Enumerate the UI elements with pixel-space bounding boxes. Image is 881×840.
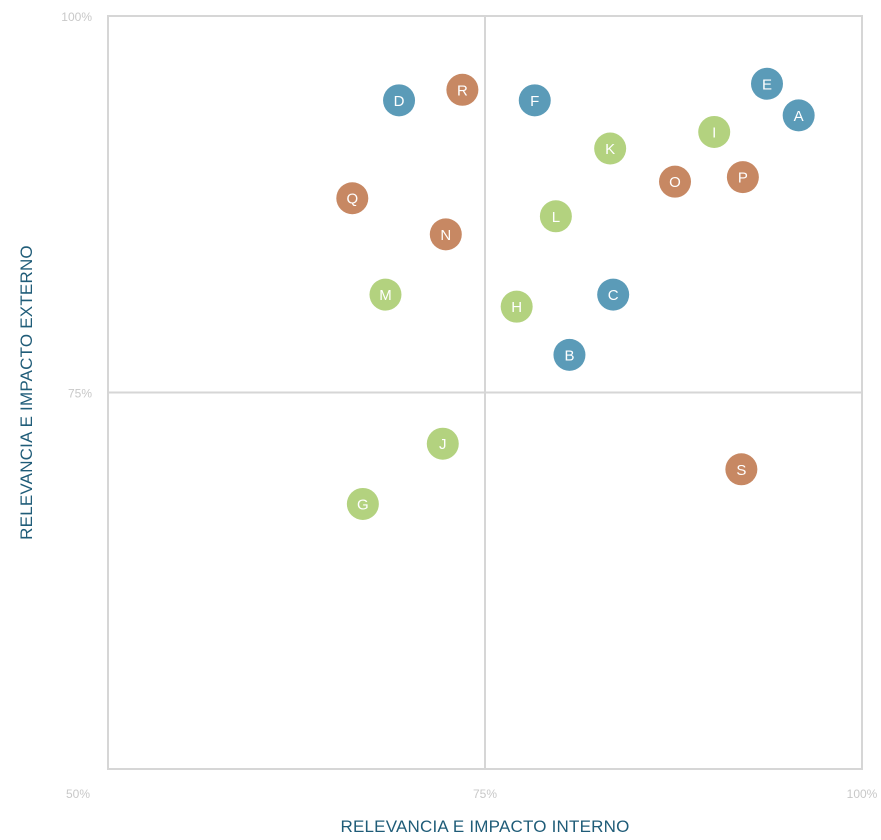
y-axis-title: RELEVANCIA E IMPACTO EXTERNO [17,245,36,540]
point-label: F [530,93,539,110]
point-k: K [594,132,627,165]
point-o: O [659,165,692,198]
data-points: A B C D E F G H I J K L M N O P Q R S [336,67,815,520]
point-b: B [553,338,586,371]
point-i: I [698,115,731,148]
y-axis-ticks: 75% 100% [61,10,92,401]
point-d: D [383,84,416,117]
point-marker [725,453,758,486]
point-l: L [539,200,572,233]
point-marker [539,200,572,233]
point-label: C [608,287,619,304]
x-axis-title: RELEVANCIA E IMPACTO INTERNO [341,817,630,836]
point-j: J [426,427,459,460]
point-h: H [500,290,533,323]
point-marker [518,84,551,117]
point-n: N [429,218,462,251]
x-tick-label: 100% [847,787,878,801]
point-label: J [439,436,447,453]
point-marker [782,99,815,132]
point-label: E [762,76,772,93]
point-marker [553,338,586,371]
point-marker [698,115,731,148]
point-p: P [726,161,759,194]
point-f: F [518,84,551,117]
point-marker [726,161,759,194]
x-tick-label: 50% [66,787,90,801]
point-marker [346,487,379,520]
point-e: E [750,67,783,100]
point-r: R [446,73,479,106]
point-label: S [736,462,746,479]
point-marker [426,427,459,460]
point-marker [429,218,462,251]
point-c: C [597,278,630,311]
x-axis-ticks: 50% 75% 100% [66,787,878,801]
y-tick-label: 75% [68,387,92,401]
point-label: A [794,108,804,125]
point-label: L [552,209,560,226]
point-label: O [669,174,681,191]
point-label: K [605,141,615,158]
point-marker [336,182,369,215]
point-label: G [357,496,369,513]
point-g: G [346,487,379,520]
point-marker [659,165,692,198]
point-a: A [782,99,815,132]
point-label: D [394,93,405,110]
point-marker [369,278,402,311]
point-q: Q [336,182,369,215]
point-label: Q [346,191,358,208]
point-marker [594,132,627,165]
point-marker [446,73,479,106]
point-label: N [440,227,451,244]
point-m: M [369,278,402,311]
point-label: H [511,299,522,316]
point-label: P [738,170,748,187]
x-tick-label: 75% [473,787,497,801]
point-s: S [725,453,758,486]
point-marker [597,278,630,311]
y-tick-label: 100% [61,10,92,24]
point-label: R [457,82,468,99]
point-label: I [712,124,716,141]
point-marker [500,290,533,323]
point-label: M [379,287,392,304]
point-marker [750,67,783,100]
point-label: B [564,347,574,364]
point-marker [383,84,416,117]
